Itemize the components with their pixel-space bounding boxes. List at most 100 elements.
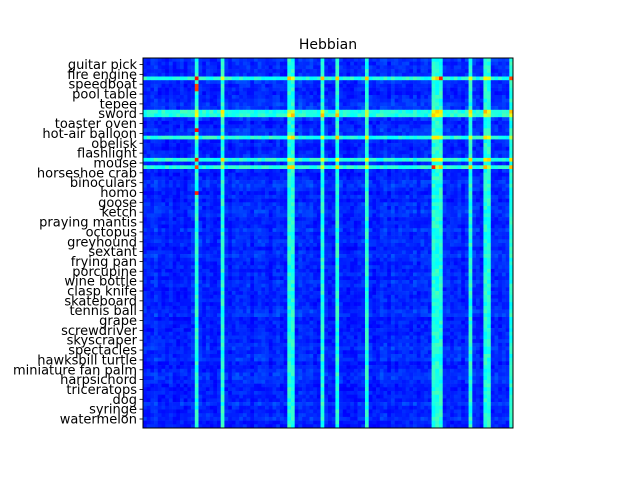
heatmap-cell — [450, 143, 455, 148]
heatmap-cell — [294, 202, 299, 207]
heatmap-cell — [383, 235, 388, 240]
heatmap-cell — [198, 106, 203, 111]
heatmap-cell — [176, 231, 181, 236]
heatmap-cell — [187, 117, 192, 122]
heatmap-cell — [494, 61, 499, 66]
heatmap-cell — [498, 80, 503, 85]
heatmap-cell — [379, 169, 384, 173]
heatmap-cell — [180, 209, 184, 214]
heatmap-cell — [368, 87, 373, 92]
heatmap-cell — [224, 187, 229, 192]
heatmap-cell — [283, 213, 288, 218]
heatmap-cell — [464, 132, 469, 136]
heatmap-cell — [287, 206, 292, 210]
heatmap-cell — [472, 98, 477, 103]
heatmap-cell — [254, 157, 258, 162]
heatmap-cell — [283, 209, 288, 214]
heatmap-cell — [298, 124, 303, 129]
heatmap-cell — [191, 169, 196, 173]
heatmap-cell — [335, 217, 340, 222]
heatmap-cell — [257, 161, 262, 166]
heatmap-cell — [279, 180, 284, 185]
heatmap-cell — [239, 91, 244, 96]
heatmap-cell — [324, 235, 329, 240]
heatmap-cell — [324, 80, 329, 85]
heatmap-cell — [254, 183, 258, 188]
heatmap-cell — [350, 228, 355, 233]
heatmap-cell — [394, 180, 399, 185]
heatmap-cell — [435, 150, 440, 155]
heatmap-cell — [202, 143, 207, 148]
heatmap-cell — [305, 150, 310, 155]
heatmap-cell — [224, 235, 229, 240]
heatmap-cell — [453, 95, 458, 99]
heatmap-cell — [457, 224, 462, 229]
heatmap-cell — [250, 146, 255, 151]
heatmap-cell — [457, 169, 462, 173]
heatmap-cell — [217, 183, 221, 188]
heatmap-cell — [494, 239, 499, 244]
heatmap-cell — [435, 176, 440, 181]
heatmap-cell — [453, 213, 458, 218]
heatmap-cell — [335, 198, 340, 203]
heatmap-cell — [476, 132, 480, 136]
heatmap-cell — [387, 58, 392, 62]
heatmap-cell — [398, 228, 403, 233]
heatmap-cell — [265, 61, 270, 66]
heatmap-cell — [324, 83, 329, 88]
heatmap-cell — [250, 187, 255, 192]
heatmap-cell — [168, 132, 173, 136]
heatmap-cell — [324, 202, 329, 207]
heatmap-cell — [250, 109, 255, 114]
heatmap-cell — [265, 106, 270, 111]
heatmap-cell — [220, 132, 225, 136]
heatmap-cell — [505, 124, 510, 129]
heatmap-cell — [483, 209, 488, 214]
heatmap-cell — [194, 198, 199, 203]
heatmap-cell — [439, 161, 443, 166]
heatmap-cell — [261, 191, 266, 196]
heatmap-cell — [372, 95, 377, 99]
heatmap-cell — [224, 135, 229, 140]
heatmap-cell — [335, 83, 340, 88]
heatmap-cell — [413, 146, 418, 151]
heatmap-cell — [427, 172, 432, 177]
heatmap-cell — [239, 128, 244, 133]
heatmap-cell — [505, 95, 510, 99]
heatmap-cell — [324, 176, 329, 181]
heatmap-cell — [372, 224, 377, 229]
heatmap-cell — [487, 180, 492, 185]
heatmap-cell — [217, 213, 221, 218]
heatmap-cell — [461, 80, 466, 85]
heatmap-cell — [450, 180, 455, 185]
heatmap-cell — [283, 58, 288, 62]
heatmap-cell — [453, 165, 458, 170]
heatmap-cell — [287, 83, 292, 88]
heatmap-cell — [409, 69, 414, 74]
heatmap-cell — [387, 113, 392, 118]
heatmap-cell — [246, 102, 251, 107]
heatmap-cell — [427, 80, 432, 85]
heatmap-cell — [501, 180, 506, 185]
heatmap-cell — [316, 87, 321, 92]
heatmap-cell — [431, 187, 436, 192]
heatmap-cell — [368, 154, 373, 159]
heatmap-cell — [498, 198, 503, 203]
heatmap-cell — [154, 106, 159, 111]
heatmap-cell — [320, 65, 325, 70]
heatmap-cell — [424, 102, 429, 107]
heatmap-cell — [457, 58, 462, 62]
heatmap-cell — [146, 165, 151, 170]
heatmap-cell — [261, 213, 266, 218]
heatmap-cell — [268, 231, 273, 236]
heatmap-cell — [509, 106, 514, 111]
heatmap-cell — [291, 183, 295, 188]
heatmap-cell — [217, 128, 221, 133]
heatmap-cell — [165, 202, 170, 207]
heatmap-cell — [213, 139, 218, 144]
heatmap-cell — [272, 187, 277, 192]
heatmap-cell — [279, 209, 284, 214]
heatmap-cell — [187, 65, 192, 70]
heatmap-cell — [257, 172, 262, 177]
heatmap-cell — [172, 198, 177, 203]
